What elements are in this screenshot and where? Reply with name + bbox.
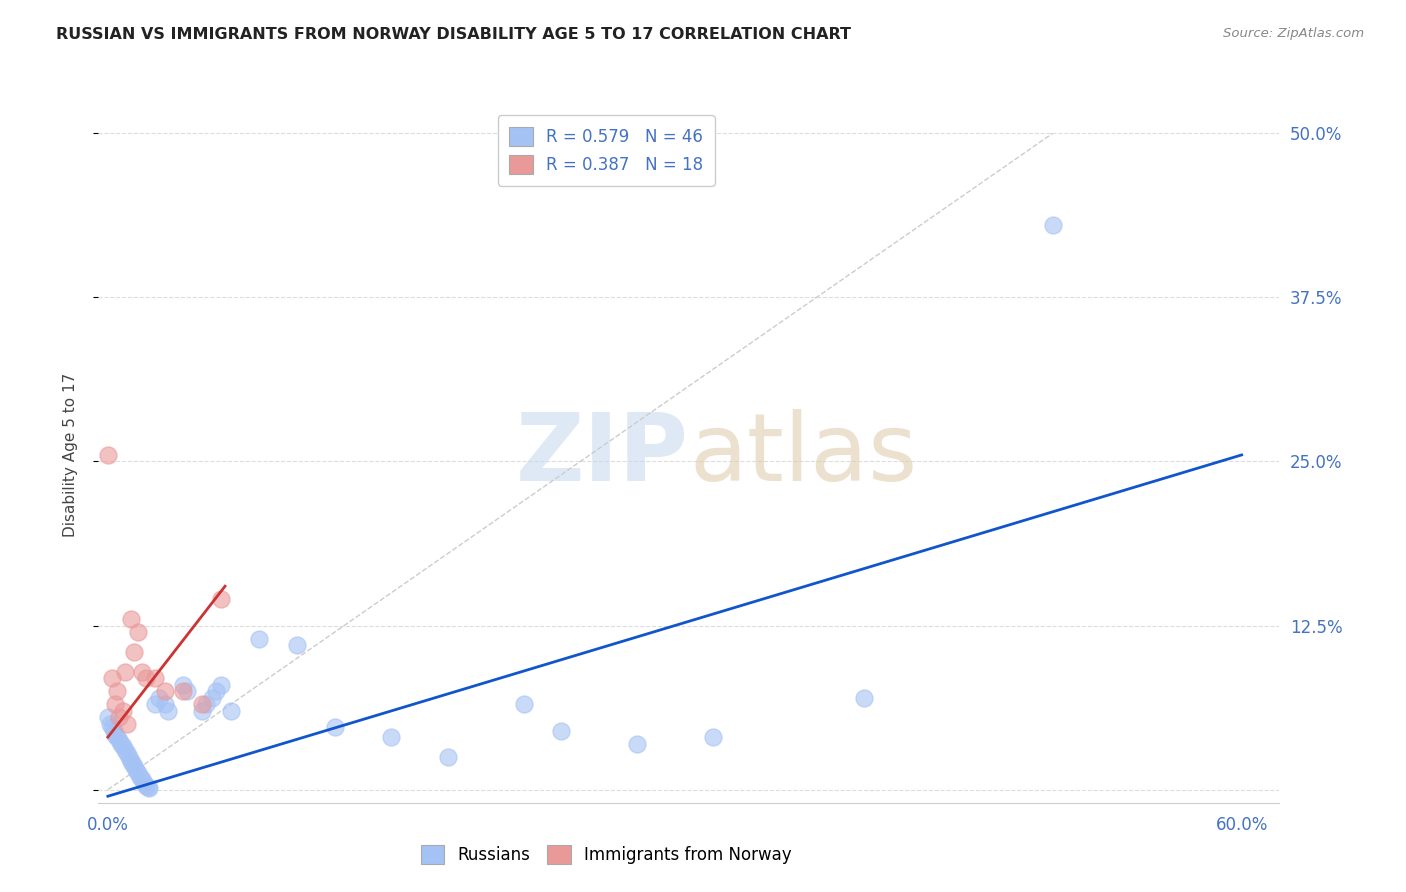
Text: atlas: atlas [689,409,917,501]
Point [195,698,218,712]
Text: RUSSIAN VS IMMIGRANTS FROM NORWAY DISABILITY AGE 5 TO 17 CORRELATION CHART: RUSSIAN VS IMMIGRANTS FROM NORWAY DISABI… [56,27,851,42]
Point [115,746,138,760]
Point [143,671,166,685]
Point [191,704,214,718]
Point [104,727,127,741]
Point [100,671,122,685]
Point [1042,218,1064,232]
Point [132,776,155,790]
Point [172,684,194,698]
Point [550,723,572,738]
Point [143,698,166,712]
Point [98,717,121,731]
Point [104,698,127,712]
Point [626,737,648,751]
Point [121,756,143,771]
Point [127,625,149,640]
Point [131,665,153,679]
Point [120,754,142,768]
Point [176,684,198,698]
Point [209,678,232,692]
Point [115,717,138,731]
Point [153,698,176,712]
Point [135,779,157,793]
Point [131,772,153,787]
Text: ZIP: ZIP [516,409,689,501]
Point [209,592,232,607]
Point [103,723,125,738]
Point [114,665,136,679]
Point [323,720,346,734]
Point [111,704,134,718]
Y-axis label: Disability Age 5 to 17: Disability Age 5 to 17 [63,373,77,537]
Point [111,739,134,754]
Point [108,710,131,724]
Point [124,759,146,773]
Point [204,684,226,698]
Point [437,749,460,764]
Point [153,684,176,698]
Point [702,730,724,744]
Point [124,645,146,659]
Point [97,448,120,462]
Point [125,763,148,777]
Point [138,781,160,796]
Point [219,704,242,718]
Point [108,732,131,747]
Point [110,737,132,751]
Point [852,690,875,705]
Point [285,638,308,652]
Text: Source: ZipAtlas.com: Source: ZipAtlas.com [1223,27,1364,40]
Point [114,743,136,757]
Point [135,671,157,685]
Point [100,720,122,734]
Point [118,749,141,764]
Point [247,632,270,646]
Point [148,690,170,705]
Point [512,698,534,712]
Point [136,780,159,794]
Point [97,710,120,724]
Point [201,690,224,705]
Point [129,770,152,784]
Point [191,698,214,712]
Point [127,765,149,780]
Point [105,684,128,698]
Point [105,730,128,744]
Point [380,730,402,744]
Point [120,612,142,626]
Point [157,704,180,718]
Point [172,678,194,692]
Legend: Russians, Immigrants from Norway: Russians, Immigrants from Norway [415,838,799,871]
